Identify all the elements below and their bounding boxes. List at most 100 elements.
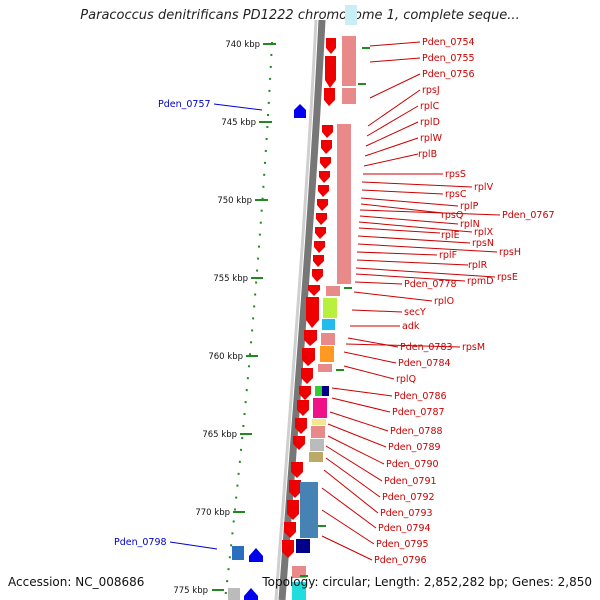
gene-label[interactable]: rplE (441, 230, 460, 241)
gene-arrow[interactable] (312, 269, 323, 282)
gene-label[interactable]: rplV (474, 182, 494, 193)
gene-label[interactable]: Pden_0786 (394, 391, 447, 402)
gene-arrow-pden0798[interactable] (249, 548, 263, 562)
gene-arrow[interactable] (321, 140, 332, 154)
leader-line (213, 103, 263, 111)
gene-arrow[interactable] (314, 241, 325, 253)
gene-label[interactable]: rplN (460, 219, 480, 230)
gene-label[interactable]: rplQ (396, 374, 416, 385)
gene-arrow-pden0757[interactable] (294, 104, 306, 118)
gene-arrow[interactable] (293, 436, 305, 450)
gene-arrow[interactable] (313, 255, 324, 267)
gene-arrow[interactable] (304, 330, 317, 346)
accession-text: Accession: NC_008686 (8, 575, 145, 589)
gene-label[interactable]: Pden_0791 (384, 476, 437, 487)
gene-label[interactable]: rplB (418, 149, 437, 160)
gene-label[interactable]: rpsN (472, 238, 494, 249)
gene-label[interactable]: rplX (474, 227, 494, 238)
category-block (309, 452, 323, 462)
gene-label[interactable]: rplC (420, 101, 440, 112)
gene-label[interactable]: rpsJ (422, 85, 440, 96)
gene-label[interactable]: Pden_0795 (376, 539, 429, 550)
leader-line (361, 181, 473, 188)
gene-label[interactable]: rplW (420, 133, 443, 144)
gene-label[interactable]: Pden_0793 (380, 508, 433, 519)
gene-arrow[interactable] (319, 171, 330, 183)
gene-arrow[interactable] (316, 213, 327, 225)
gene-label[interactable]: Pden_0790 (386, 459, 439, 470)
gene-arrow[interactable] (317, 199, 328, 211)
gene-arrow[interactable] (324, 88, 335, 106)
category-block (337, 124, 351, 284)
tick-label: 775 kbp (173, 586, 208, 596)
gene-label[interactable]: Pden_0756 (422, 69, 475, 80)
gene-label[interactable]: rpsE (497, 272, 518, 283)
gene-block (232, 546, 244, 560)
gene-label[interactable]: rpsS (445, 169, 466, 180)
tick-label: 745 kbp (221, 118, 256, 128)
gene-label[interactable]: rpmD (467, 276, 494, 287)
gene-label[interactable]: rpsC (445, 189, 467, 200)
leader-line (359, 215, 459, 225)
gene-arrow[interactable] (325, 56, 336, 88)
gene-label[interactable]: rplR (468, 260, 488, 271)
gene-arrow[interactable] (322, 125, 333, 138)
gene-label[interactable]: Pden_0796 (374, 555, 427, 566)
leader-line (327, 435, 385, 465)
gene-arrow[interactable] (326, 38, 336, 54)
gene-label[interactable]: Pden_0787 (392, 407, 445, 418)
gene-label[interactable]: secY (404, 307, 426, 318)
gene-label[interactable]: rplP (460, 201, 479, 212)
gene-arrow[interactable] (301, 368, 313, 384)
gene-arrow[interactable] (289, 480, 301, 498)
gene-arrow[interactable] (308, 285, 320, 296)
leader-line (331, 387, 393, 397)
category-block (322, 386, 329, 396)
forward-strand-genes (282, 38, 336, 558)
gene-arrow[interactable] (299, 386, 311, 400)
gene-label-reverse[interactable]: Pden_0757 (158, 99, 211, 110)
gene-label[interactable]: adk (402, 321, 420, 332)
gene-label[interactable]: rplO (434, 296, 454, 307)
gene-arrow[interactable] (284, 522, 296, 538)
gene-arrow[interactable] (291, 462, 303, 478)
category-block (296, 539, 310, 553)
leader-line (327, 423, 387, 448)
gene-label[interactable]: Pden_0784 (398, 358, 451, 369)
gene-label[interactable]: rpsM (462, 342, 485, 353)
gene-arrow[interactable] (297, 400, 309, 416)
gene-label[interactable]: rplF (439, 250, 457, 261)
gene-label[interactable]: rpsH (499, 247, 521, 258)
leader-line (353, 291, 433, 302)
gene-label[interactable]: rplD (420, 117, 440, 128)
gene-label[interactable]: Pden_0754 (422, 37, 475, 48)
category-block (342, 36, 356, 86)
gene-arrow[interactable] (302, 348, 315, 366)
gene-label[interactable]: Pden_0794 (378, 523, 431, 534)
gene-arrow[interactable] (315, 227, 326, 239)
gene-label[interactable]: Pden_0755 (422, 53, 475, 64)
gene-label[interactable]: rpsQ (441, 210, 463, 221)
leader-line (363, 153, 419, 167)
gene-arrow[interactable] (318, 185, 329, 197)
gene-arrow[interactable] (287, 500, 299, 520)
gene-label[interactable]: Pden_0767 (502, 210, 555, 221)
gene-label[interactable]: Pden_0788 (390, 426, 443, 437)
category-block (315, 386, 322, 396)
gene-label[interactable]: Pden_0778 (404, 279, 457, 290)
leader-line (359, 209, 501, 216)
category-blocks (292, 5, 357, 600)
gene-label[interactable]: Pden_0789 (388, 442, 441, 453)
gene-label-reverse[interactable]: Pden_0798 (114, 537, 167, 548)
gene-arrow[interactable] (320, 157, 331, 169)
category-block (322, 319, 335, 330)
gene-arrow[interactable] (282, 540, 294, 558)
label-leader-lines (321, 41, 501, 561)
gene-arrow[interactable] (306, 297, 319, 328)
gene-arrow[interactable] (295, 418, 307, 434)
gene-block (228, 588, 240, 600)
gene-label[interactable]: Pden_0792 (382, 492, 435, 503)
leader-line (366, 105, 419, 137)
gene-label[interactable]: Pden_0783 (400, 342, 453, 353)
